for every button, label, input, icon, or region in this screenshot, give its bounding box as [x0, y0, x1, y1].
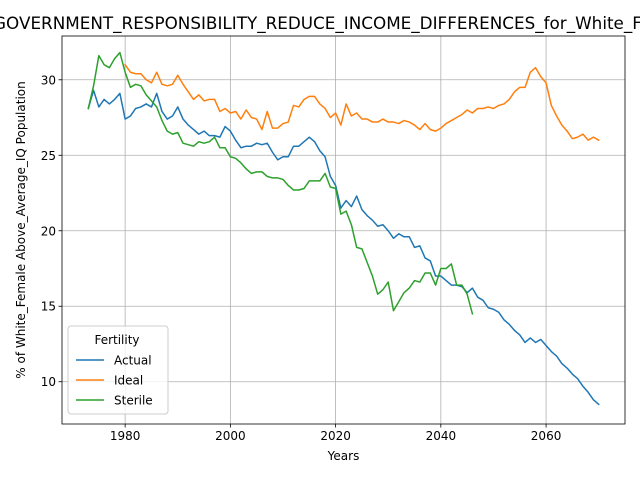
x-axis-label: Years: [327, 449, 360, 463]
y-axis-ticks: 10 15 20 25 30: [41, 73, 62, 389]
chart-title: GOVERNMENT_RESPONSIBILITY_REDUCE_INCOME_…: [0, 13, 640, 34]
legend: Fertility Actual Ideal Sterile: [67, 325, 169, 415]
x-tick-label: 2000: [215, 429, 246, 443]
legend-label-actual: Actual: [114, 354, 152, 368]
legend-items: Actual Ideal Sterile: [76, 354, 153, 408]
legend-box: [67, 325, 169, 415]
y-tick-label: 30: [41, 73, 56, 87]
series-lines: [87, 51, 600, 406]
x-tick-label: 2040: [426, 429, 457, 443]
series-line-ideal: [124, 63, 600, 142]
y-tick-label: 20: [41, 224, 56, 238]
series-line-sterile: [87, 51, 474, 315]
y-tick-label: 15: [41, 300, 56, 314]
x-tick-label: 2020: [320, 429, 351, 443]
x-tick-label: 1980: [110, 429, 141, 443]
grid: [62, 36, 625, 424]
legend-label-sterile: Sterile: [114, 394, 153, 408]
y-tick-label: 25: [41, 149, 56, 163]
series-line-actual: [87, 89, 600, 406]
x-axis-ticks: 1980 2000 2020 2040 2060: [110, 424, 561, 443]
plot-area-frame: [61, 35, 626, 425]
legend-title: Fertility: [94, 333, 139, 347]
y-tick-label: 10: [41, 375, 56, 389]
x-tick-label: 2060: [531, 429, 562, 443]
y-axis-label: % of White_Female Above_Average_IQ Popul…: [14, 81, 28, 378]
legend-label-ideal: Ideal: [114, 374, 143, 388]
